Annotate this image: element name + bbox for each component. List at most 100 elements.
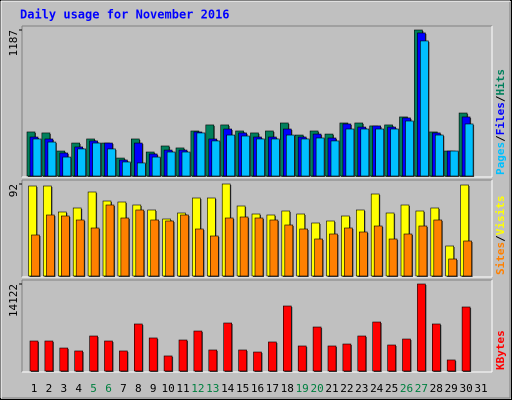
- bar: [44, 340, 54, 372]
- bar: [92, 142, 101, 177]
- bar: [239, 216, 249, 277]
- x-tick-label: 2: [46, 382, 53, 395]
- legend-entry: KBytes: [494, 330, 507, 370]
- bar: [180, 214, 189, 277]
- x-tick-label: 1: [31, 382, 38, 395]
- x-tick-label: 30: [459, 382, 472, 395]
- y-tick-label: 1187: [7, 30, 20, 57]
- x-tick-label: 13: [206, 382, 219, 395]
- x-tick-label: 25: [385, 382, 398, 395]
- x-tick-label: 24: [370, 382, 384, 395]
- bar: [312, 326, 322, 372]
- x-tick-label: 15: [236, 382, 249, 395]
- x-tick-label: 18: [281, 382, 294, 395]
- bar: [390, 128, 399, 177]
- x-tick-label: 14: [221, 382, 235, 395]
- bar: [358, 231, 368, 277]
- bar: [166, 151, 176, 177]
- bar: [119, 350, 128, 372]
- y-tick-label: 14122: [7, 284, 20, 317]
- bar: [32, 138, 42, 177]
- bar: [268, 341, 277, 372]
- bar: [434, 134, 444, 177]
- bar: [210, 235, 219, 277]
- bar: [372, 321, 382, 372]
- bar: [195, 228, 204, 277]
- bar: [461, 306, 471, 372]
- x-tick-label: 29: [445, 382, 458, 395]
- bar: [464, 123, 474, 177]
- bar: [151, 156, 161, 177]
- bar: [329, 233, 338, 277]
- x-tick-label: 6: [105, 382, 112, 395]
- bar: [463, 240, 472, 277]
- x-tick-label: 17: [266, 382, 279, 395]
- bar: [345, 128, 355, 177]
- legend-separator: /: [494, 235, 507, 242]
- bar: [122, 161, 131, 177]
- bar: [208, 349, 218, 372]
- bar: [315, 137, 325, 177]
- bar: [178, 339, 188, 372]
- bar: [238, 349, 247, 372]
- bar: [211, 140, 221, 177]
- bar: [433, 219, 443, 277]
- bar: [90, 227, 100, 277]
- bar: [107, 148, 116, 177]
- x-tick-label: 26: [400, 382, 413, 395]
- bar: [89, 335, 98, 372]
- bar: [387, 344, 396, 372]
- legend-entry: Visits: [494, 196, 507, 236]
- x-tick-label: 9: [150, 382, 157, 395]
- bar: [135, 209, 145, 277]
- x-tick-label: 12: [191, 382, 204, 395]
- x-tick-label: 10: [161, 382, 174, 395]
- bar: [327, 345, 337, 372]
- bar: [137, 162, 146, 177]
- x-tick-label: 7: [120, 382, 127, 395]
- bar: [282, 305, 292, 372]
- legend-separator: /: [494, 135, 507, 142]
- legend-separator: /: [494, 95, 507, 102]
- bar: [77, 148, 86, 177]
- x-tick-label: 4: [75, 382, 82, 395]
- bar: [120, 217, 130, 277]
- bar: [402, 338, 411, 372]
- bar: [342, 343, 352, 372]
- bar: [256, 138, 265, 177]
- bar: [148, 337, 158, 372]
- legend-entry: Pages: [494, 142, 507, 175]
- bar: [449, 150, 459, 177]
- bar: [360, 128, 370, 177]
- bar: [62, 156, 72, 177]
- bar: [253, 351, 262, 372]
- bar: [271, 138, 280, 177]
- bar: [448, 258, 458, 277]
- chart-title: Daily usage for November 2016: [20, 8, 230, 22]
- bar: [134, 323, 143, 372]
- x-tick-label: 19: [296, 382, 309, 395]
- bar: [165, 220, 174, 277]
- bar: [375, 128, 385, 177]
- x-tick-label: 28: [430, 382, 443, 395]
- bar: [60, 215, 70, 277]
- x-tick-label: 31: [474, 382, 487, 395]
- legend-entry: Sites: [494, 242, 507, 275]
- bar: [299, 228, 309, 277]
- bar: [223, 322, 232, 372]
- legend-entry: Hits: [494, 69, 507, 96]
- x-tick-label: 5: [90, 382, 97, 395]
- bar: [403, 233, 413, 277]
- bar: [29, 340, 39, 372]
- legend: Pages/Files/Hits: [494, 69, 507, 175]
- x-tick-label: 16: [251, 382, 264, 395]
- bar: [417, 283, 426, 372]
- bar: [150, 219, 159, 277]
- bar: [357, 335, 367, 372]
- bar: [46, 214, 55, 277]
- x-tick-label: 20: [310, 382, 323, 395]
- bar: [314, 238, 323, 277]
- bar: [31, 234, 40, 277]
- x-tick-label: 21: [325, 382, 338, 395]
